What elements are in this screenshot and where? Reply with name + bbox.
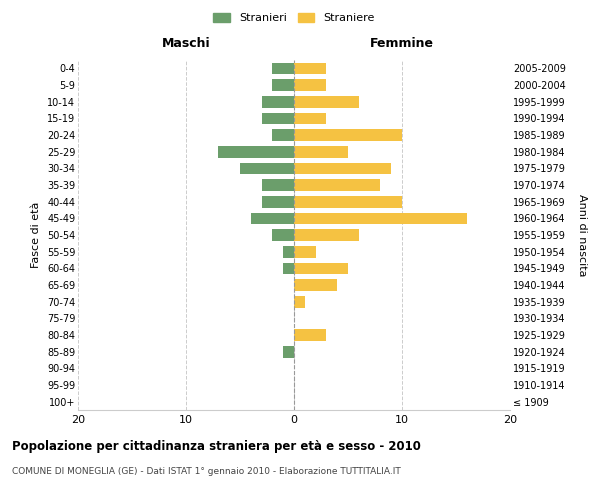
Bar (272, 62, 294, 74)
Bar (272, 129, 294, 141)
Bar (294, 279, 337, 291)
Bar (294, 62, 326, 74)
Text: COMUNE DI MONEGLIA (GE) - Dati ISTAT 1° gennaio 2010 - Elaborazione TUTTITALIA.I: COMUNE DI MONEGLIA (GE) - Dati ISTAT 1° … (12, 468, 401, 476)
Bar (283, 246, 294, 258)
Bar (262, 96, 294, 108)
Bar (272, 229, 294, 241)
Bar (294, 129, 402, 141)
Bar (294, 162, 391, 174)
Bar (294, 179, 380, 191)
Bar (283, 346, 294, 358)
Bar (294, 196, 402, 207)
Bar (294, 262, 348, 274)
Y-axis label: Anni di nascita: Anni di nascita (577, 194, 587, 276)
Bar (294, 112, 326, 124)
Bar (272, 79, 294, 91)
Bar (294, 96, 359, 108)
Y-axis label: Fasce di età: Fasce di età (31, 202, 41, 268)
Bar (294, 296, 305, 308)
Bar (294, 229, 359, 241)
Legend: Stranieri, Straniere: Stranieri, Straniere (209, 8, 379, 28)
Bar (218, 146, 294, 158)
Bar (294, 146, 348, 158)
Bar (262, 179, 294, 191)
Bar (240, 162, 294, 174)
Bar (262, 196, 294, 207)
Bar (283, 262, 294, 274)
Text: Maschi: Maschi (161, 36, 211, 50)
Bar (294, 246, 316, 258)
Text: Popolazione per cittadinanza straniera per età e sesso - 2010: Popolazione per cittadinanza straniera p… (12, 440, 421, 453)
Bar (294, 212, 467, 224)
Bar (251, 212, 294, 224)
Bar (294, 79, 326, 91)
Bar (262, 112, 294, 124)
Bar (294, 329, 326, 341)
Text: Femmine: Femmine (370, 36, 434, 50)
